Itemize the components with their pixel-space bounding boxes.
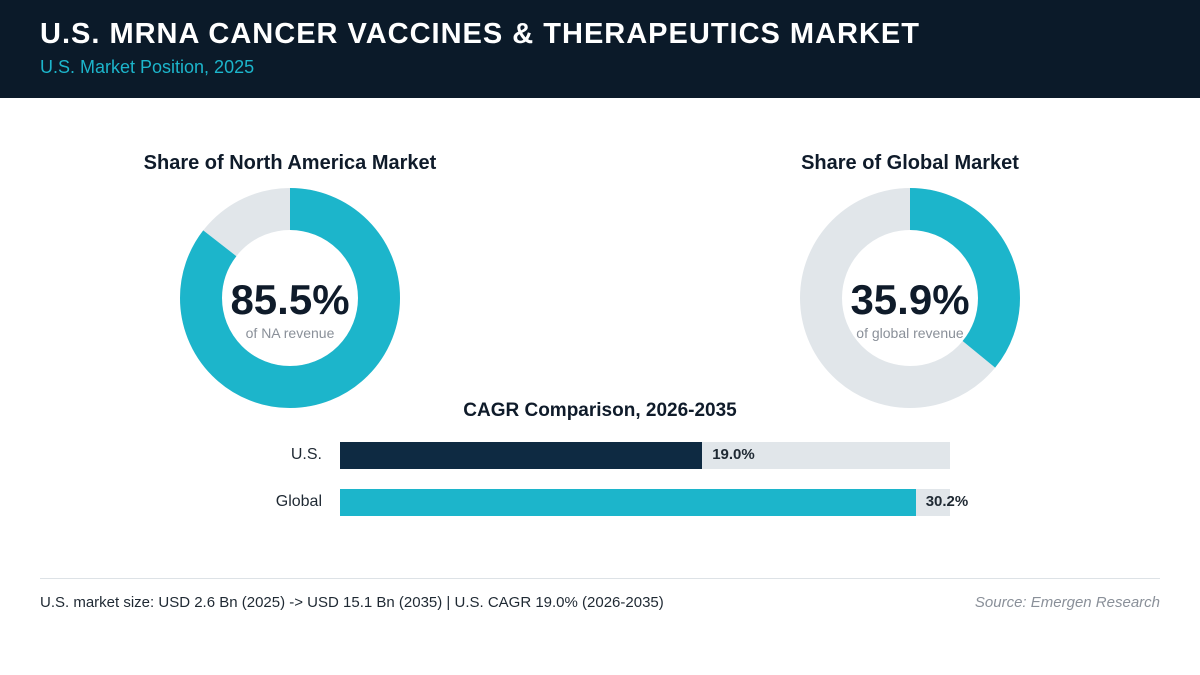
header-banner: U.S. MRNA CANCER VACCINES & THERAPEUTICS…: [0, 0, 1200, 98]
bar-track-us: 19.0%: [340, 442, 950, 469]
cagr-chart-title: CAGR Comparison, 2026-2035: [463, 400, 737, 421]
global-donut-value: 35.9%: [850, 276, 970, 323]
page-subtitle: U.S. Market Position, 2025: [40, 57, 255, 77]
na-share-donut: [180, 188, 400, 408]
global-share-donut: [800, 188, 1020, 408]
na-donut-value: 85.5%: [230, 276, 350, 323]
bar-us: [340, 442, 703, 469]
bar-value-us: 19.0%: [712, 446, 755, 463]
na-donut-caption: of NA revenue: [245, 325, 335, 341]
footer-note: U.S. market size: USD 2.6 Bn (2025) -> U…: [40, 594, 664, 611]
bar-label-us: U.S.: [290, 446, 322, 463]
page-title: U.S. MRNA CANCER VACCINES & THERAPEUTICS…: [40, 18, 920, 50]
na-donut-arc: [180, 188, 400, 408]
na-donut-title: Share of North America Market: [143, 152, 437, 174]
bar-track-global: 30.2%: [340, 489, 968, 516]
footer-divider: [40, 578, 1160, 579]
bar-label-global: Global: [275, 493, 322, 510]
bar-global: [340, 489, 916, 516]
bar-value-global: 30.2%: [925, 493, 969, 510]
global-donut-arc: [800, 188, 1020, 408]
global-donut-title: Share of Global Market: [801, 152, 1019, 174]
footer-source: Source: Emergen Research: [974, 594, 1160, 611]
global-donut-caption: of global revenue: [856, 325, 964, 341]
